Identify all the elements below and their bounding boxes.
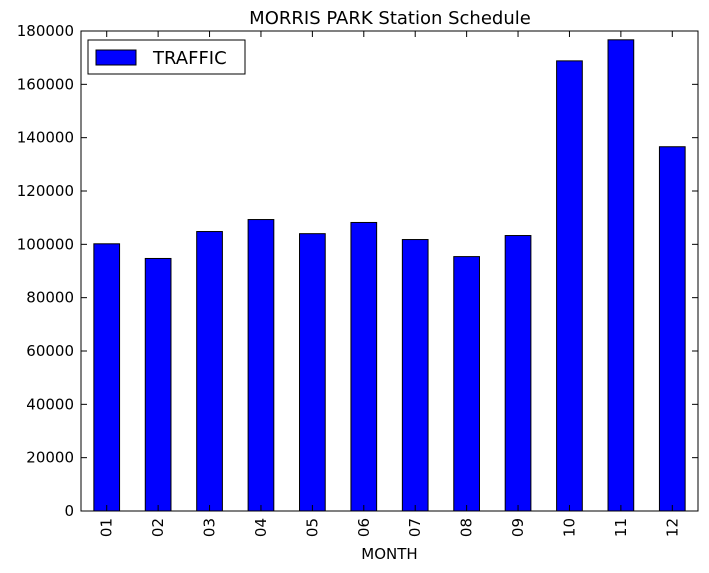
x-axis-label: MONTH [361,545,417,563]
bar [299,233,326,512]
y-axis: 0 20000 40000 60000 80000 100000 120000 140000 1… [17,22,698,520]
y-tick-label: 40000 [26,395,74,413]
bar [196,231,223,512]
bar [658,146,686,512]
plot-frame [80,30,699,512]
y-tick-label: 160000 [17,75,74,93]
bar [504,235,532,512]
y-tick-label: 0 [64,502,74,520]
x-tick-label: 12 [663,518,681,537]
x-tick-label: 06 [355,518,373,537]
y-tick-label: 60000 [26,342,74,360]
x-tick-label: 10 [560,518,578,537]
x-tick-label: 09 [509,518,527,537]
y-tick-label: 140000 [17,129,74,147]
x-axis: 01 02 03 04 05 06 07 08 09 10 11 12 [98,31,681,537]
x-tick-label: 01 [98,518,116,537]
legend: TRAFFIC [87,39,246,75]
legend-swatch [95,49,137,66]
bar [144,257,172,512]
bar [350,221,378,512]
x-tick-label: 11 [612,518,630,537]
y-tick-label: 120000 [17,182,74,200]
chart-title: MORRIS PARK Station Schedule [249,8,531,29]
y-tick-label: 180000 [17,22,74,40]
bar [93,243,121,512]
bar [556,60,583,512]
bar [453,256,480,512]
y-tick-label: 100000 [17,235,74,253]
bar [247,219,275,512]
x-tick-label: 08 [458,518,476,537]
bar [401,239,429,512]
y-tick-label: 20000 [26,449,74,467]
x-tick-label: 05 [303,518,321,537]
x-tick-label: 02 [149,518,167,537]
x-tick-label: 03 [201,518,219,537]
x-tick-label: 04 [252,518,270,537]
y-tick-label: 80000 [26,289,74,307]
bar [607,39,635,512]
legend-label: TRAFFIC [152,48,227,69]
bars [93,39,686,512]
x-tick-label: 07 [406,518,424,537]
